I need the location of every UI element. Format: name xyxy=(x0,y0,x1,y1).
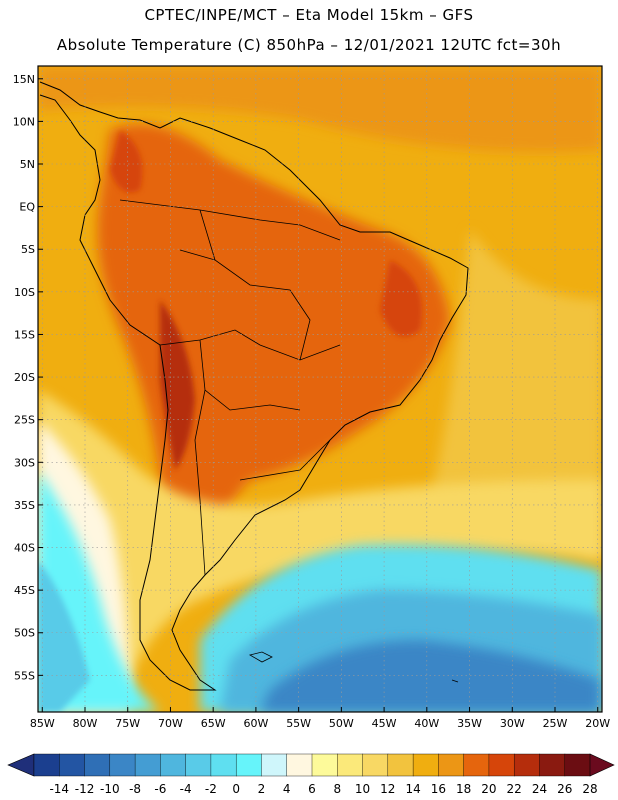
lon-label: 45W xyxy=(372,717,397,730)
field-nordeste-hot xyxy=(380,260,422,337)
colorbar-label: 28 xyxy=(582,782,597,796)
colorbar-swatch xyxy=(286,753,313,777)
colorbar-high-triangle xyxy=(589,753,615,777)
colorbar-low-triangle xyxy=(7,753,35,777)
lat-label: EQ xyxy=(19,201,35,214)
lat-label: 40S xyxy=(14,542,35,555)
map-frame xyxy=(37,65,603,713)
lat-label: 50S xyxy=(14,627,35,640)
colorbar-swatch xyxy=(235,753,262,777)
colorbar-swatch xyxy=(564,753,591,777)
lat-label: 5S xyxy=(21,243,35,256)
field-andes-hot xyxy=(160,300,195,470)
colorbar-label: -10 xyxy=(100,782,120,796)
lat-label: 25S xyxy=(14,414,35,427)
colorbar-label: -12 xyxy=(75,782,95,796)
lon-label: 70W xyxy=(158,717,183,730)
colorbar-label: 0 xyxy=(232,782,240,796)
latitude-labels: 15N 10N 5N EQ 5S 10S 15S 20S 25S 30S 35S 40S 45S 50S 5… xyxy=(13,73,43,682)
lon-label: 30W xyxy=(500,717,525,730)
colorbar-label: -4 xyxy=(180,782,192,796)
colorbar-swatch xyxy=(463,753,490,777)
falkland-islands xyxy=(248,651,273,663)
lon-label: 60W xyxy=(243,717,268,730)
colorbar-swatch xyxy=(438,753,465,777)
lon-label: 80W xyxy=(73,717,98,730)
lat-label: 5N xyxy=(20,158,35,171)
lon-label: 50W xyxy=(329,717,354,730)
colorbar-label: -8 xyxy=(129,782,141,796)
lat-label: 10N xyxy=(13,115,35,128)
field-south-transition xyxy=(38,390,602,712)
colorbar-label: 8 xyxy=(333,782,341,796)
colorbar-swatch xyxy=(109,753,136,777)
colorbar: -14 -12 -10 -8 -6 -4 -2 0 2 4 6 8 10 12 14 16 18 20 22 24 26… xyxy=(7,753,615,796)
colorbar-swatch xyxy=(185,753,212,777)
colorbar-swatch xyxy=(513,753,540,777)
lat-label: 20S xyxy=(14,371,35,384)
colorbar-swatch xyxy=(261,753,288,777)
colorbar-label: 10 xyxy=(355,782,370,796)
colorbar-swatch xyxy=(539,753,566,777)
colorbar-label: 22 xyxy=(507,782,522,796)
colorbar-swatch xyxy=(134,753,161,777)
colorbar-label: -2 xyxy=(205,782,217,796)
colorbar-swatch xyxy=(362,753,389,777)
lat-label: 45S xyxy=(14,584,35,597)
colorbar-swatch xyxy=(160,753,187,777)
temperature-field xyxy=(38,66,602,712)
colorbar-swatch xyxy=(337,753,364,777)
coastline-south-america xyxy=(39,81,469,691)
field-atlantic-coldest xyxy=(260,640,600,712)
lat-label: 35S xyxy=(14,499,35,512)
colorbar-swatch xyxy=(210,753,237,777)
colorbar-label: 14 xyxy=(405,782,420,796)
longitude-labels: 85W 80W 75W 70W 65W 60W 55W 50W 45W 40W 35W 30W 25W 2… xyxy=(30,707,610,730)
colorbar-swatch xyxy=(59,753,86,777)
lon-label: 55W xyxy=(286,717,311,730)
colorbar-swatch xyxy=(311,753,338,777)
south-georgia xyxy=(451,679,459,683)
lon-label: 25W xyxy=(543,717,568,730)
lon-label: 40W xyxy=(414,717,439,730)
lat-label: 55S xyxy=(14,669,35,682)
field-continental-hot xyxy=(97,124,450,601)
field-atlantic-mild xyxy=(430,230,602,560)
lon-label: 65W xyxy=(201,717,226,730)
colorbar-label: 2 xyxy=(258,782,266,796)
lon-label: 35W xyxy=(457,717,482,730)
lon-label: 85W xyxy=(30,717,55,730)
colorbar-label: 20 xyxy=(481,782,496,796)
lat-label: 15S xyxy=(14,328,35,341)
lat-label: 10S xyxy=(14,286,35,299)
lat-label: 30S xyxy=(14,456,35,469)
colorbar-label: 16 xyxy=(431,782,446,796)
lat-label: 15N xyxy=(13,73,35,86)
colorbar-label: 24 xyxy=(532,782,547,796)
map-title-line-2: Absolute Temperature (C) 850hPa – 12/01/… xyxy=(56,36,562,54)
field-north-warm xyxy=(38,66,602,152)
colorbar-swatch xyxy=(387,753,414,777)
lon-label: 20W xyxy=(585,717,610,730)
colorbar-label: -6 xyxy=(154,782,166,796)
colorbar-label: 26 xyxy=(557,782,572,796)
colorbar-swatch xyxy=(33,753,60,777)
colorbar-label: 4 xyxy=(283,782,291,796)
colorbar-swatch xyxy=(488,753,515,777)
colorbar-label: 6 xyxy=(308,782,316,796)
colorbar-label: 12 xyxy=(380,782,395,796)
colorbar-swatch xyxy=(412,753,439,777)
field-pacific-colder xyxy=(38,560,90,712)
field-colombia-hot xyxy=(110,130,143,193)
map-title-line-1: CPTEC/INPE/MCT – Eta Model 15km – GFS xyxy=(144,6,474,24)
country-borders xyxy=(119,199,341,576)
colorbar-label: -14 xyxy=(49,782,69,796)
colorbar-label: 18 xyxy=(456,782,471,796)
lon-label: 75W xyxy=(115,717,140,730)
colorbar-swatch xyxy=(84,753,111,777)
